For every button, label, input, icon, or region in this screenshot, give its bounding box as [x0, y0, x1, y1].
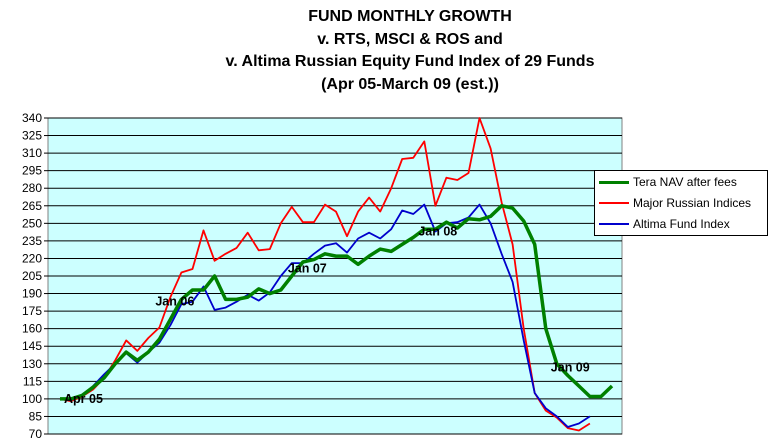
legend-label-altima: Altima Fund Index — [633, 217, 730, 231]
y-tick-label: 130 — [22, 357, 42, 371]
gridlines — [48, 117, 622, 435]
title-line-4: (Apr 05-March 09 (est.)) — [321, 75, 499, 93]
y-tick-label: 70 — [29, 427, 43, 441]
legend-item-major: Major Russian Indices — [599, 195, 751, 211]
y-tick-label: 250 — [22, 216, 42, 230]
y-tick-label: 205 — [22, 269, 42, 283]
title-line-1: FUND MONTHLY GROWTH — [308, 8, 512, 25]
series-line-major — [59, 117, 591, 432]
legend-swatch-major — [599, 202, 629, 204]
legend-label-major: Major Russian Indices — [633, 196, 752, 210]
y-tick-label: 235 — [22, 234, 42, 248]
annotation-label: Jan 06 — [155, 295, 194, 309]
legend: Tera NAV after fees Major Russian Indice… — [594, 170, 768, 236]
y-tick-label: 85 — [29, 409, 43, 423]
y-tick-label: 145 — [22, 339, 42, 353]
y-tick-label: 190 — [22, 287, 42, 301]
y-tick-label: 310 — [22, 146, 42, 160]
y-axis-ticks: 70 85 100 115 130 145 160 175 190 205 220 235 250 265… — [22, 111, 48, 441]
y-tick-label: 100 — [22, 392, 42, 406]
y-tick-label: 115 — [23, 374, 42, 388]
series-lines — [59, 117, 614, 432]
y-tick-label: 340 — [22, 111, 42, 125]
legend-swatch-altima — [599, 223, 629, 225]
legend-swatch-tera — [599, 180, 629, 184]
legend-item-tera: Tera NAV after fees — [599, 174, 737, 190]
y-tick-label: 325 — [22, 129, 42, 143]
legend-item-altima: Altima Fund Index — [599, 216, 730, 232]
y-tick-label: 160 — [22, 322, 42, 336]
y-tick-label: 280 — [22, 181, 42, 195]
legend-label-tera: Tera NAV after fees — [633, 175, 737, 189]
annotation-label: Jan 07 — [288, 261, 327, 275]
title-line-2: v. RTS, MSCI & ROS and — [317, 30, 503, 48]
annotation-label: Jan 09 — [551, 360, 590, 374]
y-tick-label: 175 — [22, 304, 42, 318]
chart-annotations: Apr 05 Jan 06 Jan 07 Jan 08 Jan 09 — [64, 225, 590, 406]
y-tick-label: 265 — [22, 199, 42, 213]
annotation-label: Apr 05 — [64, 392, 103, 406]
y-tick-label: 295 — [22, 164, 42, 178]
series-line-tera — [60, 204, 614, 401]
annotation-label: Jan 08 — [418, 225, 457, 239]
title-line-3: v. Altima Russian Equity Fund Index of 2… — [225, 53, 595, 70]
y-tick-label: 220 — [22, 251, 42, 265]
chart-title: FUND MONTHLY GROWTH v. RTS, MSCI & ROS a… — [130, 6, 690, 96]
